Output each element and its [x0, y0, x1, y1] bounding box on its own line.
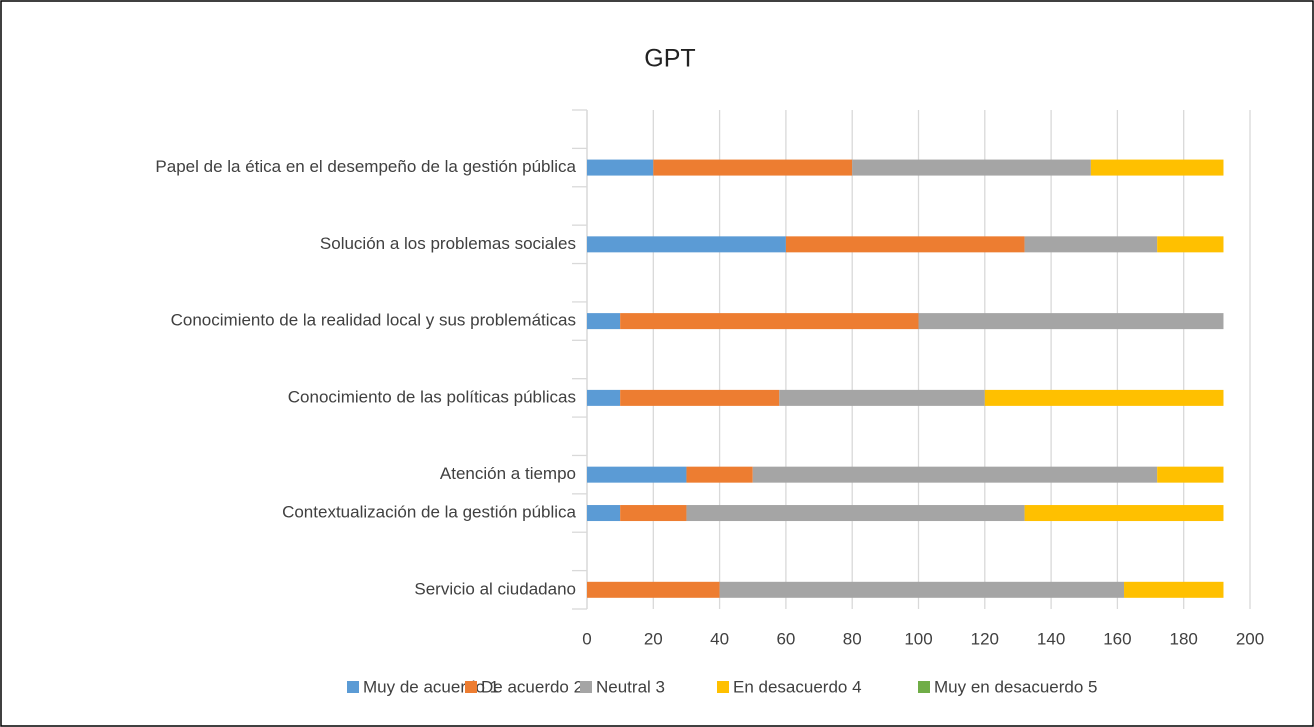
bar-segment — [686, 505, 1025, 522]
x-tick-label: 60 — [776, 629, 795, 648]
bar-segment — [587, 389, 621, 406]
legend-swatch — [918, 681, 930, 693]
bar-segment — [719, 581, 1125, 598]
bar-segment — [785, 236, 1025, 253]
legend-swatch — [347, 681, 359, 693]
x-tick-label: 180 — [1170, 629, 1198, 648]
y-tick-label: Conocimiento de las políticas públicas — [288, 387, 576, 406]
y-tick-label: Conocimiento de la realidad local y sus … — [171, 311, 576, 330]
bar-segment — [620, 505, 687, 522]
legend-label: Muy de acuerdo 1 — [363, 677, 499, 696]
x-tick-label: 140 — [1037, 629, 1065, 648]
legend-label: Neutral 3 — [596, 677, 665, 696]
bar-segment — [587, 466, 687, 483]
y-tick-label: Solución a los problemas sociales — [320, 234, 576, 253]
bar-segment — [587, 159, 654, 176]
bar-segment — [1157, 466, 1224, 483]
y-tick-label: Atención a tiempo — [440, 464, 576, 483]
bar-segment — [984, 389, 1224, 406]
y-tick-label: Servicio al ciudadano — [414, 579, 576, 598]
legend-swatch — [580, 681, 592, 693]
x-tick-label: 120 — [971, 629, 999, 648]
x-tick-label: 20 — [644, 629, 663, 648]
bar-segment — [587, 313, 621, 330]
x-tick-label: 100 — [904, 629, 932, 648]
bar-segment — [620, 389, 780, 406]
x-tick-label: 200 — [1236, 629, 1264, 648]
legend-label: De acuerdo 2 — [481, 677, 583, 696]
y-tick-label: Contextualización de la gestión pública — [282, 503, 576, 522]
legend-label: En desacuerdo 4 — [733, 677, 862, 696]
bar-segment — [587, 581, 720, 598]
bar-segment — [653, 159, 853, 176]
bar-segment — [686, 466, 753, 483]
bar-segment — [620, 313, 919, 330]
bar-segment — [1124, 581, 1224, 598]
y-tick-label: Papel de la ética en el desempeño de la … — [155, 157, 576, 176]
bar-segment — [918, 313, 1224, 330]
bar-segment — [1024, 236, 1158, 253]
bar-segment — [1024, 505, 1224, 522]
legend-swatch — [717, 681, 729, 693]
legend-label: Muy en desacuerdo 5 — [934, 677, 1098, 696]
x-tick-label: 0 — [582, 629, 591, 648]
legend-swatch — [465, 681, 477, 693]
x-tick-label: 40 — [710, 629, 729, 648]
x-tick-label: 80 — [843, 629, 862, 648]
chart-title: GPT — [644, 45, 695, 73]
bar-segment — [852, 159, 1091, 176]
bar-segment — [779, 389, 985, 406]
bar-segment — [1157, 236, 1224, 253]
x-tick-label: 160 — [1103, 629, 1131, 648]
bar-segment — [1090, 159, 1224, 176]
bar-segment — [752, 466, 1158, 483]
bar-segment — [587, 505, 621, 522]
bar-segment — [587, 236, 786, 253]
